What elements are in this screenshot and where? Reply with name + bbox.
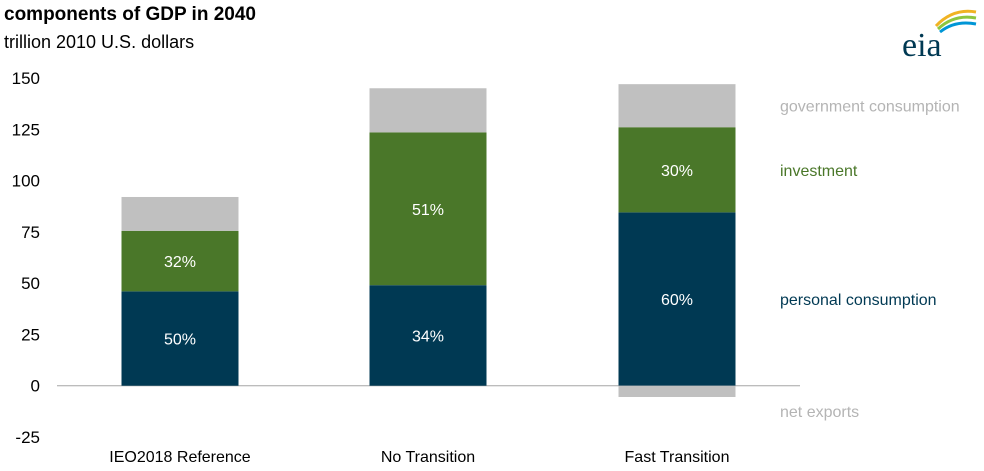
y-tick-label: -25 — [15, 428, 40, 447]
bar-segment — [369, 132, 487, 286]
x-category-label: No Transition — [381, 449, 475, 466]
y-tick-label: 0 — [31, 377, 40, 396]
bar-data-label: 32% — [164, 254, 196, 271]
bar-data-label: 30% — [661, 163, 693, 180]
x-category-label: IEO2018 Reference — [109, 449, 251, 466]
chart-title: components of GDP in 2040 — [4, 4, 256, 25]
chart-subtitle: trillion 2010 U.S. dollars — [4, 32, 195, 52]
bar-segment — [121, 291, 239, 386]
bar-segment — [121, 230, 239, 292]
y-tick-label: 150 — [12, 69, 40, 88]
bar-segment — [618, 127, 736, 213]
bar-segment — [369, 285, 487, 386]
bar-segment — [618, 84, 736, 128]
y-tick-label: 75 — [21, 223, 40, 242]
y-tick-label: 100 — [12, 172, 40, 191]
bar-segment — [121, 196, 239, 231]
x-category-label: Fast Transition — [625, 449, 730, 466]
bar-segment — [618, 212, 736, 386]
bar-data-label: 50% — [164, 332, 196, 349]
bar-data-label: 51% — [412, 202, 444, 219]
y-tick-label: 50 — [21, 274, 40, 293]
legend-label: government consumption — [780, 99, 960, 116]
y-tick-label: 125 — [12, 120, 40, 139]
bar-segment — [369, 88, 487, 133]
y-tick-label: 25 — [21, 325, 40, 344]
legend-label: net exports — [780, 404, 859, 421]
eia-logo-text: eia — [902, 27, 942, 64]
bar-data-label: 60% — [661, 292, 693, 309]
legend-label: personal consumption — [780, 292, 937, 309]
bar-data-label: 34% — [412, 328, 444, 345]
eia-logo-icon: eia — [902, 9, 977, 64]
legend-label: investment — [780, 163, 858, 180]
bar-segment — [618, 385, 736, 397]
